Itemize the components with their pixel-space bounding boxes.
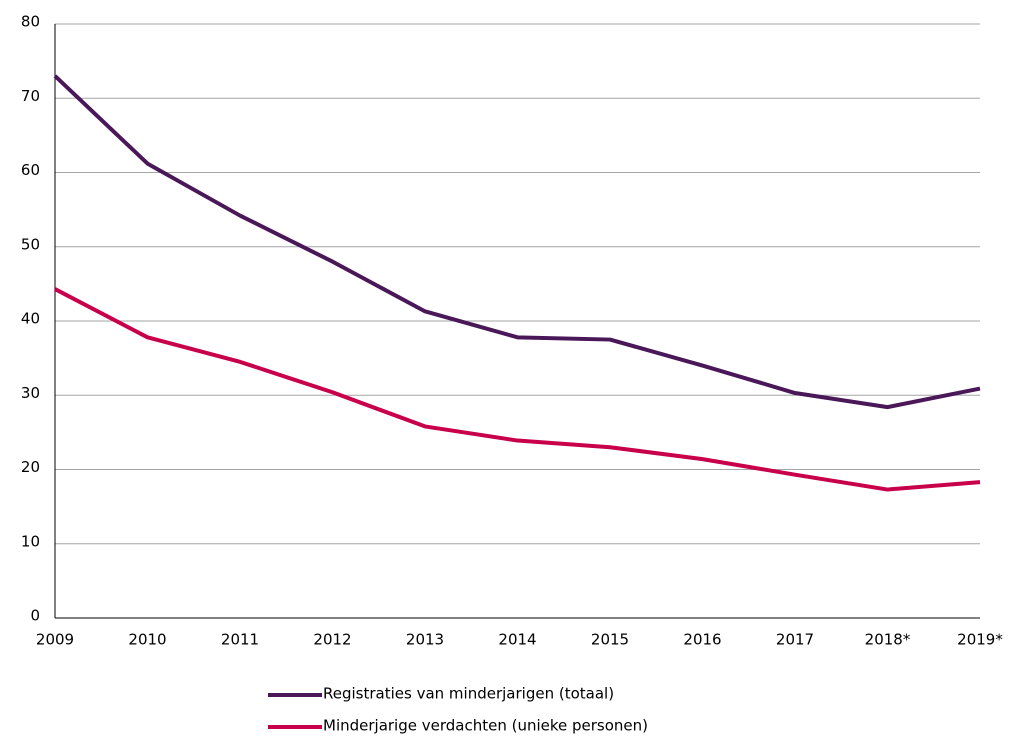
x-tick-label: 2015	[591, 631, 629, 649]
y-tick-label: 30	[21, 384, 40, 402]
x-tick-label: 2013	[406, 631, 444, 649]
y-tick-label: 40	[21, 310, 40, 328]
x-tick-label: 2010	[128, 631, 166, 649]
x-tick-label: 2019*	[957, 631, 1003, 649]
y-tick-label: 50	[21, 235, 40, 253]
x-tick-label: 2017	[776, 631, 814, 649]
y-tick-label: 10	[21, 532, 40, 550]
x-tick-label: 2009	[36, 631, 74, 649]
series-line	[53, 74, 981, 410]
y-tick-label: 80	[21, 13, 40, 31]
y-tick-label: 0	[30, 607, 40, 625]
x-tick-label: 2018*	[865, 631, 911, 649]
x-tick-label: 2012	[313, 631, 351, 649]
legend-label: Minderjarige verdachten (unieke personen…	[323, 717, 648, 735]
x-tick-label: 2014	[498, 631, 536, 649]
x-tick-label: 2011	[221, 631, 259, 649]
y-tick-label: 60	[21, 161, 40, 179]
x-tick-label: 2016	[683, 631, 721, 649]
y-tick-label: 70	[21, 87, 40, 105]
series-line	[54, 287, 981, 492]
y-tick-label: 20	[21, 458, 40, 476]
legend-label: Registraties van minderjarigen (totaal)	[323, 685, 614, 703]
